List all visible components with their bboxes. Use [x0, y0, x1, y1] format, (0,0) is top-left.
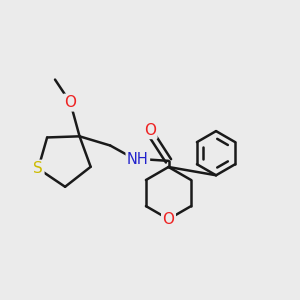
- Text: O: O: [64, 95, 76, 110]
- Text: NH: NH: [127, 152, 149, 167]
- Text: O: O: [163, 212, 175, 226]
- Text: S: S: [33, 161, 43, 176]
- Text: O: O: [144, 123, 156, 138]
